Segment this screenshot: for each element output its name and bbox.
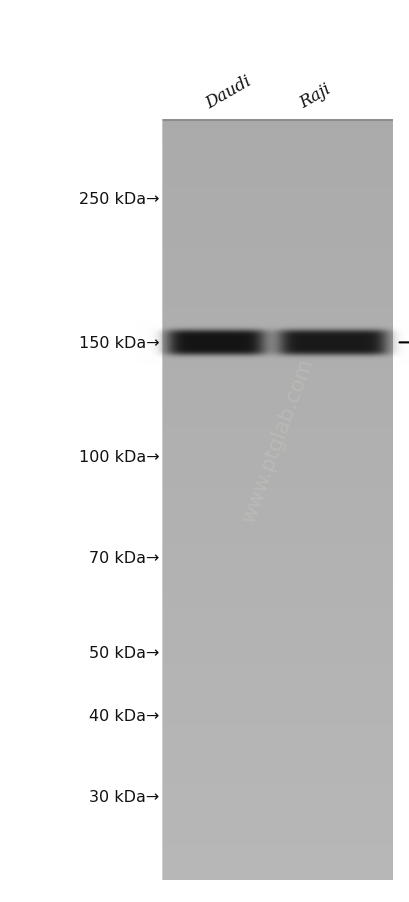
Text: Daudi: Daudi	[202, 72, 254, 112]
Text: 250 kDa→: 250 kDa→	[79, 191, 159, 207]
Text: 70 kDa→: 70 kDa→	[89, 550, 159, 566]
Text: Raji: Raji	[296, 80, 333, 112]
Text: 100 kDa→: 100 kDa→	[79, 449, 159, 465]
Text: 150 kDa→: 150 kDa→	[79, 336, 159, 351]
Text: 40 kDa→: 40 kDa→	[89, 708, 159, 723]
Text: 30 kDa→: 30 kDa→	[89, 789, 159, 805]
Text: www.ptglab.com: www.ptglab.com	[238, 355, 316, 525]
Text: 50 kDa→: 50 kDa→	[89, 646, 159, 660]
